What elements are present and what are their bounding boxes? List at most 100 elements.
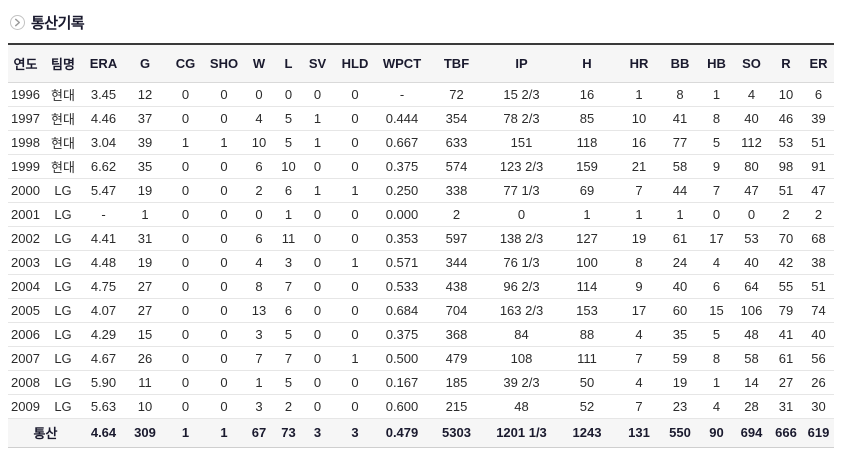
table-cell: 88 [557,322,617,347]
total-cell: 90 [699,417,734,448]
column-header-9: HLD [333,44,377,83]
table-cell: 0 [205,178,243,203]
table-cell: 6 [243,154,275,179]
table-cell: 44 [661,178,699,203]
header-row: 연도 팀명 ERA G CG SHO W L SV HLD WPCT TBF IP H HR BB HB SO R E… [8,44,834,83]
career-stats-table: 연도 팀명 ERA G CG SHO W L SV HLD WPCT TBF IP H HR BB HB SO R E… [8,43,834,448]
table-cell: 10 [275,154,302,179]
total-cell: 3 [302,417,333,448]
table-row: 2004 LG 4.75 27 0 0 8 7 0 0 0.533 438 96 2/3 114 9 40 6 6… [8,274,834,299]
table-cell: 51 [803,130,834,155]
table-cell: 4 [734,82,769,107]
table-cell: LG [43,250,83,275]
table-cell: 58 [734,346,769,371]
table-cell: 19 [617,226,661,251]
column-header-11: TBF [427,44,486,83]
table-cell: 3 [243,394,275,419]
table-cell: 0 [166,82,205,107]
table-cell: 38 [803,250,834,275]
table-row: 1999 현대 6.62 35 0 0 6 10 0 0 0.375 574 123 2/3 159 21 5… [8,154,834,179]
table-cell: 1 [333,346,377,371]
table-cell: 31 [769,394,803,419]
table-cell: 368 [427,322,486,347]
page-title: 통산기록 [31,15,85,32]
column-header-3: G [124,44,166,83]
column-header-4: CG [166,44,205,83]
table-cell: 4.48 [83,250,124,275]
table-cell: 0 [333,370,377,395]
table-cell: 8 [661,82,699,107]
table-cell: 0.250 [377,178,427,203]
table-cell: 0 [166,154,205,179]
table-cell: 35 [124,154,166,179]
table-cell: 108 [486,346,557,371]
table-row: 2003 LG 4.48 19 0 0 4 3 0 1 0.571 344 76 1/3 100 8 24 4 4… [8,250,834,275]
table-cell: 42 [769,250,803,275]
table-cell: 7 [275,274,302,299]
table-cell: 118 [557,130,617,155]
table-cell: 5 [699,322,734,347]
table-cell: 0 [205,226,243,251]
table-cell: 56 [803,346,834,371]
table-cell: 5 [275,322,302,347]
column-header-12: IP [486,44,557,83]
table-cell: 69 [557,178,617,203]
table-cell: - [83,202,124,227]
table-cell: 2000 [8,178,43,203]
table-cell: 0 [275,82,302,107]
table-cell: 4.41 [83,226,124,251]
table-cell: 58 [661,154,699,179]
column-header-8: SV [302,44,333,83]
table-cell: 8 [617,250,661,275]
table-cell: 100 [557,250,617,275]
table-cell: 0 [302,154,333,179]
table-cell: 4.67 [83,346,124,371]
table-cell: 11 [275,226,302,251]
table-row: 1997 현대 4.46 37 0 0 4 5 1 0 0.444 354 78 2/3 85 10 41 8 4… [8,106,834,131]
table-cell: LG [43,274,83,299]
table-cell: 7 [243,346,275,371]
table-cell: 91 [803,154,834,179]
table-cell: 47 [803,178,834,203]
table-cell: 53 [769,130,803,155]
table-cell: 2 [243,178,275,203]
table-cell: 6 [275,178,302,203]
table-cell: 26 [803,370,834,395]
total-label: 통산 [8,417,83,448]
table-cell: 0 [333,130,377,155]
table-cell: LG [43,298,83,323]
table-cell: 0 [205,82,243,107]
table-cell: 0 [166,226,205,251]
table-cell: LG [43,370,83,395]
total-cell: 550 [661,417,699,448]
table-cell: 6 [699,274,734,299]
table-cell: LG [43,178,83,203]
column-header-15: BB [661,44,699,83]
table-cell: 633 [427,130,486,155]
table-cell: 2 [769,202,803,227]
total-cell: 131 [617,417,661,448]
total-cell: 5303 [427,417,486,448]
table-cell: 0 [302,226,333,251]
table-cell: 2002 [8,226,43,251]
table-cell: 11 [124,370,166,395]
table-cell: 1 [302,178,333,203]
table-cell: 0 [166,322,205,347]
table-cell: LG [43,394,83,419]
table-cell: 46 [769,106,803,131]
table-cell: 79 [769,298,803,323]
table-cell: 163 2/3 [486,298,557,323]
table-cell: 28 [734,394,769,419]
table-cell: 98 [769,154,803,179]
table-cell: 0.167 [377,370,427,395]
table-cell: 61 [661,226,699,251]
table-cell: 7 [617,346,661,371]
table-row: 1998 현대 3.04 39 1 1 10 5 1 0 0.667 633 151 118 16 77 5 11… [8,130,834,155]
table-cell: 1 [699,370,734,395]
table-cell: 51 [769,178,803,203]
table-cell: 338 [427,178,486,203]
table-cell: 4.07 [83,298,124,323]
table-cell: 1996 [8,82,43,107]
table-cell: 0 [205,106,243,131]
table-cell: 123 2/3 [486,154,557,179]
